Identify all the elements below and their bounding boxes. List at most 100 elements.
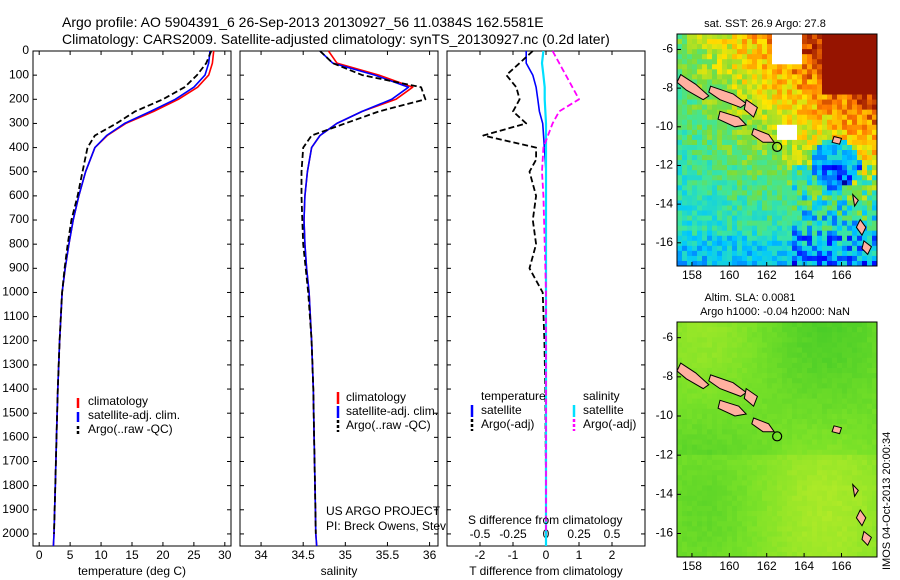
heatmap-cell (847, 220, 853, 227)
sst-map-title: sat. SST: 26.9 Argo: 27.8 (704, 18, 826, 30)
heatmap-cell (697, 388, 703, 394)
map-x-tick-label: 158 (682, 559, 702, 573)
heatmap-cell (702, 220, 708, 227)
heatmap-cell (772, 373, 778, 379)
heatmap-cell (872, 403, 878, 410)
heatmap-cell (767, 362, 773, 369)
heatmap-cell (747, 327, 753, 333)
heatmap-cell (732, 240, 738, 247)
heatmap-cell (762, 357, 768, 364)
heatmap-cell (817, 99, 823, 106)
heatmap-cell (702, 165, 708, 171)
heatmap-cell (832, 215, 838, 222)
heatmap-cell (697, 470, 703, 476)
heatmap-cell (842, 500, 848, 507)
heatmap-cell (852, 413, 858, 420)
heatmap-cell (757, 260, 763, 267)
heatmap-cell (787, 500, 793, 507)
heatmap-cell (802, 44, 808, 50)
heatmap-cell (857, 388, 863, 394)
heatmap-cell (722, 134, 728, 141)
heatmap-cell (747, 342, 753, 348)
heatmap-cell (677, 444, 683, 451)
heatmap-cell (817, 74, 823, 80)
heatmap-cell (682, 165, 688, 171)
heatmap-cell (777, 205, 783, 211)
heatmap-cell (757, 490, 763, 497)
heatmap-cell (717, 200, 723, 206)
heatmap-cell (792, 454, 798, 461)
heatmap-cell (872, 54, 878, 60)
heatmap-cell (857, 74, 863, 80)
heatmap-cell (842, 413, 848, 420)
heatmap-cell (792, 240, 798, 247)
heatmap-cell (802, 465, 808, 471)
heatmap-cell (692, 342, 698, 348)
heatmap-cell (767, 94, 773, 100)
heatmap-cell (757, 44, 763, 50)
heatmap-cell (852, 475, 858, 481)
heatmap-cell (792, 398, 798, 405)
heatmap-cell (817, 230, 823, 237)
heatmap-cell (767, 144, 773, 151)
heatmap-cell (762, 235, 768, 242)
heatmap-cell (797, 205, 803, 211)
heatmap-cell (737, 485, 743, 491)
heatmap-cell (712, 94, 718, 100)
heatmap-cell (722, 490, 728, 497)
heatmap-cell (817, 337, 823, 343)
sst-map: sat. SST: 26.9 Argo: 27.8 158 160 162 164 16… (656, 18, 878, 282)
heatmap-cell (857, 367, 863, 374)
heatmap-cell (807, 84, 813, 90)
heatmap-cell (807, 546, 813, 553)
heatmap-cell (732, 378, 738, 384)
heatmap-cell (852, 551, 858, 558)
heatmap-cell (792, 190, 798, 196)
heatmap-cell (707, 500, 713, 507)
heatmap-cell (742, 449, 748, 456)
heatmap-cell (867, 165, 873, 171)
heatmap-cell (727, 495, 733, 502)
heatmap-cell (727, 225, 733, 232)
heatmap-cell (702, 69, 708, 75)
heatmap-cell (787, 434, 793, 440)
heatmap-cell (847, 531, 853, 537)
heatmap-cell (807, 327, 813, 333)
heatmap-cell (872, 210, 878, 216)
heatmap-cell (777, 104, 783, 111)
heatmap-cell (827, 373, 833, 379)
heatmap-cell (832, 475, 838, 481)
heatmap-cell (682, 240, 688, 247)
heatmap-cell (827, 245, 833, 252)
heatmap-cell (827, 215, 833, 222)
heatmap-cell (802, 175, 808, 181)
heatmap-cell (847, 526, 853, 532)
heatmap-cell (807, 34, 813, 40)
heatmap-cell (807, 180, 813, 186)
heatmap-cell (797, 480, 803, 486)
heatmap-cell (707, 449, 713, 456)
heatmap-cell (832, 516, 838, 522)
heatmap-cell (872, 388, 878, 394)
heatmap-cell (767, 373, 773, 379)
heatmap-cell (787, 260, 793, 267)
heatmap-cell (812, 459, 818, 466)
heatmap-cell (797, 124, 803, 131)
heatmap-cell (837, 337, 843, 343)
heatmap-cell (842, 332, 848, 338)
heatmap-cell (752, 210, 758, 216)
map-x-tick-label: 166 (831, 268, 851, 282)
heatmap-cell (862, 322, 868, 328)
heatmap-cell (872, 134, 878, 141)
heatmap-cell (822, 34, 828, 40)
heatmap-cell (792, 205, 798, 211)
heatmap-cell (757, 49, 763, 55)
heatmap-cell (862, 367, 868, 374)
heatmap-cell (787, 64, 793, 70)
heatmap-cell (732, 74, 738, 80)
heatmap-cell (872, 245, 878, 252)
heatmap-cell (717, 454, 723, 461)
heatmap-cell (717, 155, 723, 161)
heatmap-cell (682, 459, 688, 466)
heatmap-cell (737, 541, 743, 548)
